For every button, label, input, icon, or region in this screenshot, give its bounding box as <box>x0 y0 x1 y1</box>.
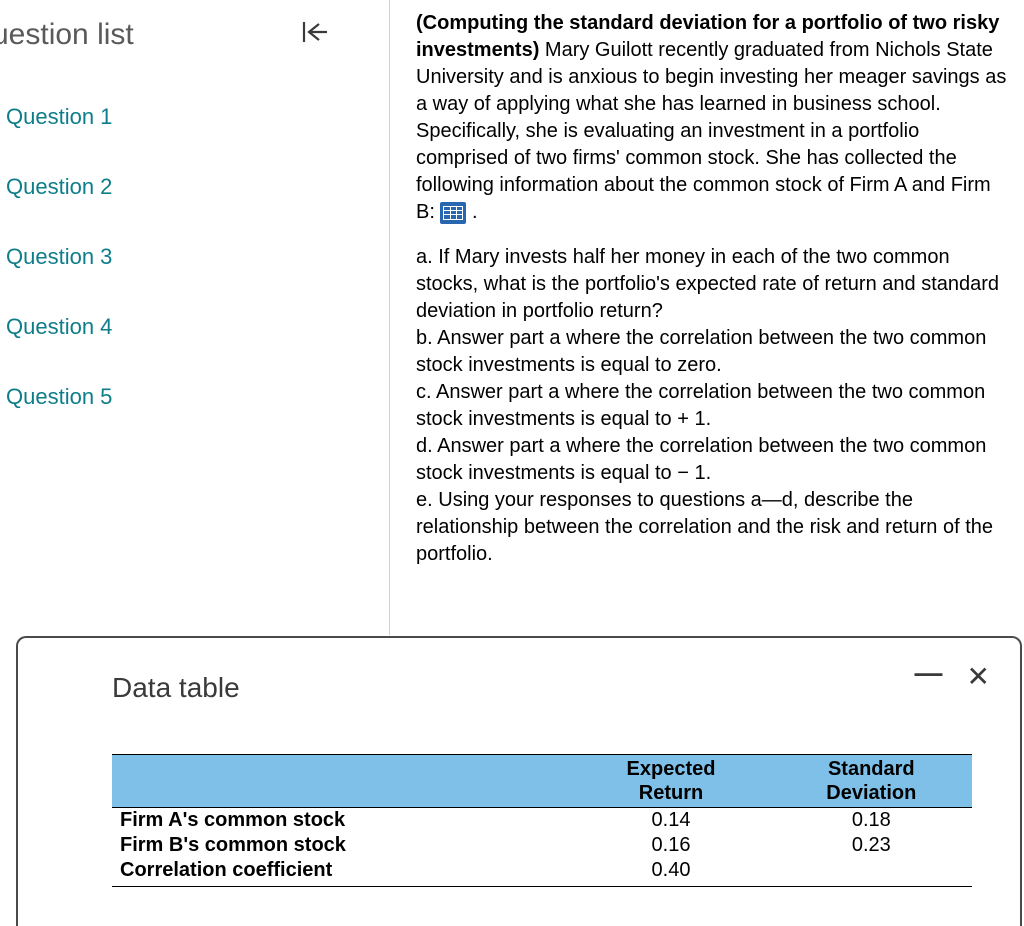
question-sidebar: uestion list Question 1 Question 2 Quest… <box>0 0 390 635</box>
part-e-ref: a—d <box>751 489 793 511</box>
close-icon[interactable]: ✕ <box>967 660 990 693</box>
sidebar-item-question-4[interactable]: Question 4 <box>6 292 389 362</box>
table-row: Correlation coefficient 0.40 <box>112 858 972 887</box>
collapse-sidebar-icon[interactable] <box>301 20 329 51</box>
table-row: Firm B's common stock 0.16 0.23 <box>112 833 972 858</box>
sidebar-header: uestion list <box>0 10 389 82</box>
sidebar-item-question-5[interactable]: Question 5 <box>6 362 389 432</box>
modal-controls: — ✕ <box>915 660 990 693</box>
part-d-text-1: Answer part <box>433 435 550 457</box>
data-table: ExpectedReturn StandardDeviation Firm A'… <box>112 754 972 887</box>
row-label: Correlation coefficient <box>112 858 571 887</box>
main-layout: uestion list Question 1 Question 2 Quest… <box>0 0 1024 635</box>
table-header-blank <box>112 755 571 808</box>
part-d-ref: a <box>549 435 560 457</box>
row-stddev: 0.18 <box>771 808 972 834</box>
part-a: a. If Mary invests half her money in eac… <box>416 244 1010 325</box>
question-list: Question 1 Question 2 Question 3 Questio… <box>0 82 389 432</box>
table-row: Firm A's common stock 0.14 0.18 <box>112 808 972 834</box>
modal-header: Data table — ✕ <box>112 660 990 704</box>
data-table-icon[interactable] <box>440 202 466 224</box>
question-parts: a. If Mary invests half her money in eac… <box>416 244 1010 568</box>
part-e: e. Using your responses to questions a—d… <box>416 487 1010 568</box>
question-content: (Computing the standard deviation for a … <box>390 0 1024 635</box>
row-label: Firm A's common stock <box>112 808 571 834</box>
row-expected: 0.14 <box>571 808 770 834</box>
sidebar-title: uestion list <box>0 18 134 52</box>
data-table-modal: Data table — ✕ ExpectedReturn StandardDe… <box>16 636 1022 926</box>
row-expected: 0.40 <box>571 858 770 887</box>
row-expected: 0.16 <box>571 833 770 858</box>
intro-text: Mary Guilott recently graduated from Nic… <box>416 39 1006 223</box>
part-d-label: d. <box>416 435 433 457</box>
part-c-ref: a <box>548 381 559 403</box>
modal-title: Data table <box>112 672 240 704</box>
part-c-label: c. <box>416 381 432 403</box>
part-a-label: a. <box>416 246 433 268</box>
part-b-text-1: Answer part <box>433 327 550 349</box>
data-table-wrapper: ExpectedReturn StandardDeviation Firm A'… <box>112 754 972 887</box>
part-e-label: e. <box>416 489 433 511</box>
part-c: c. Answer part a where the correlation b… <box>416 379 1010 433</box>
sidebar-item-question-2[interactable]: Question 2 <box>6 152 389 222</box>
sidebar-item-question-1[interactable]: Question 1 <box>6 82 389 152</box>
sidebar-item-question-3[interactable]: Question 3 <box>6 222 389 292</box>
row-label: Firm B's common stock <box>112 833 571 858</box>
part-b: b. Answer part a where the correlation b… <box>416 325 1010 379</box>
part-e-text-1: Using your responses to questions <box>433 489 751 511</box>
part-a-text: If Mary invests half her money in each o… <box>416 246 999 322</box>
part-c-text-1: Answer part <box>432 381 549 403</box>
part-d: d. Answer part a where the correlation b… <box>416 433 1010 487</box>
row-stddev: 0.23 <box>771 833 972 858</box>
table-header-row: ExpectedReturn StandardDeviation <box>112 755 972 808</box>
table-header-stddev: StandardDeviation <box>771 755 972 808</box>
intro-period: . <box>466 201 477 223</box>
minimize-icon[interactable]: — <box>915 666 943 688</box>
row-stddev <box>771 858 972 887</box>
part-b-label: b. <box>416 327 433 349</box>
table-header-expected: ExpectedReturn <box>571 755 770 808</box>
intro-paragraph: (Computing the standard deviation for a … <box>416 10 1010 226</box>
part-b-ref: a <box>549 327 560 349</box>
